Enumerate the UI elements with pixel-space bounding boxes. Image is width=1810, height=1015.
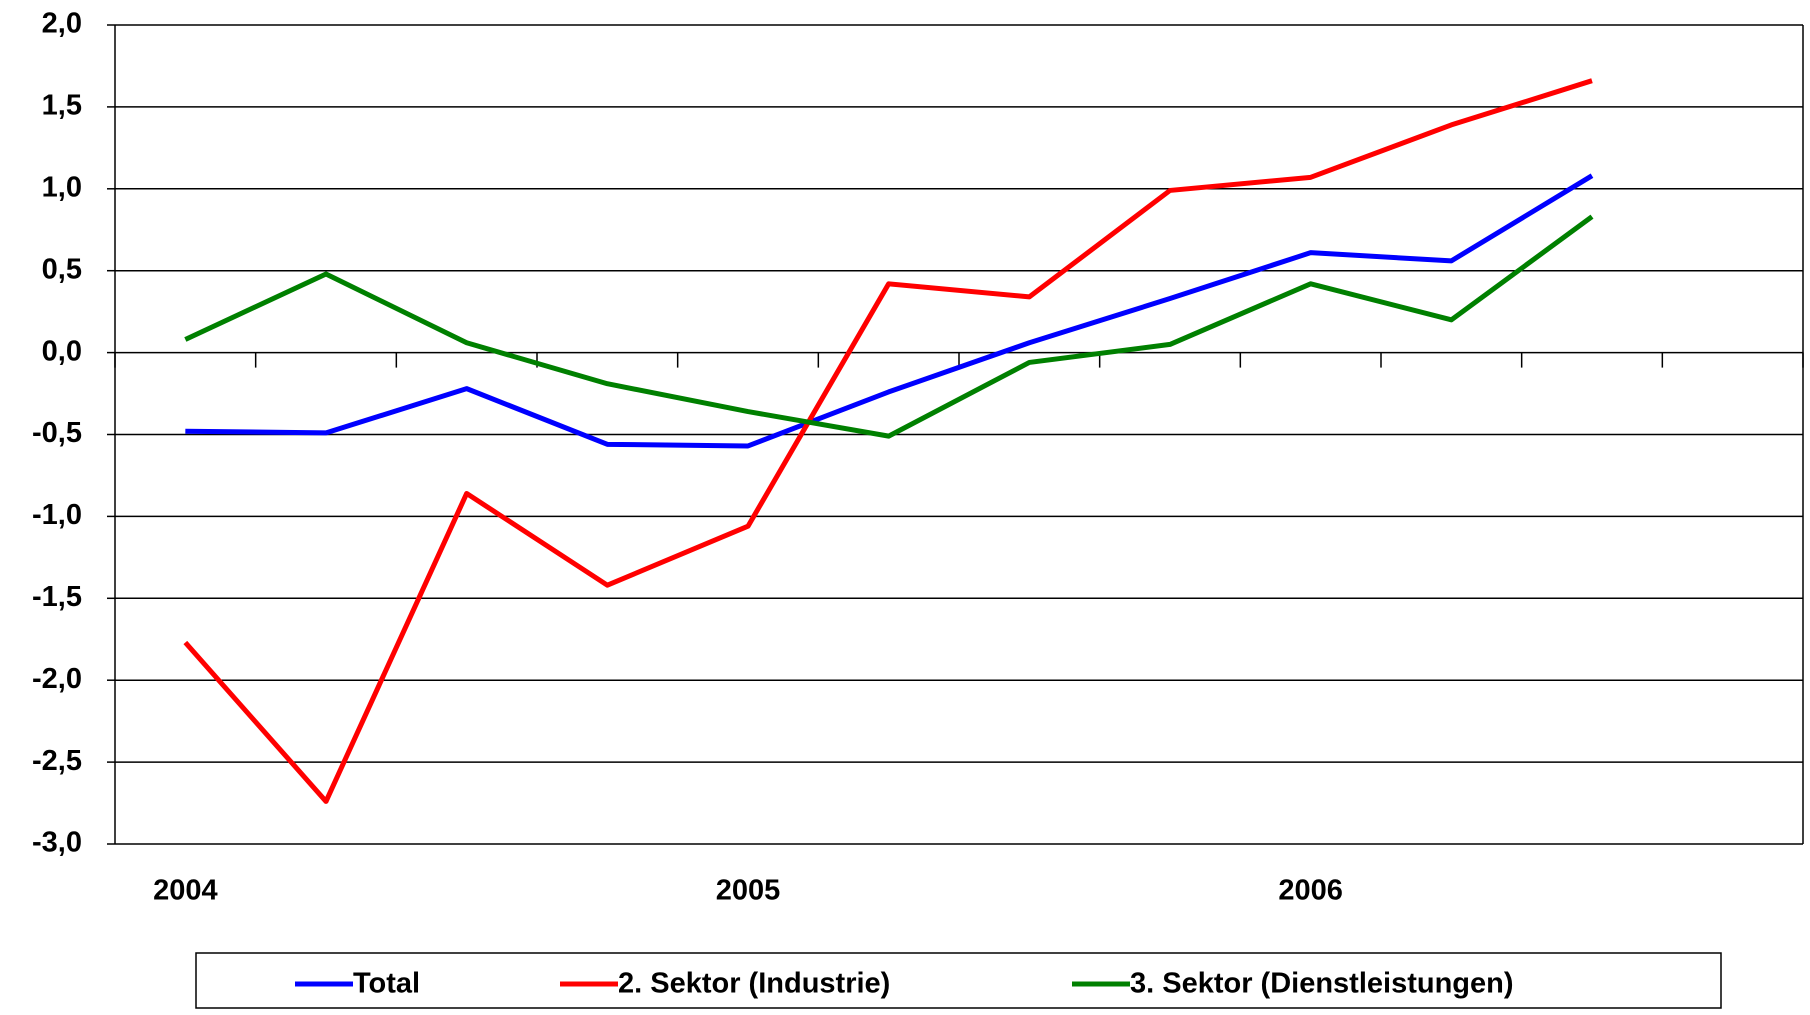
- y-tick-label: 1,5: [42, 90, 82, 122]
- series-line: [184, 214, 1594, 439]
- y-tick-label: -2,0: [32, 663, 82, 695]
- y-tick-label: -3,0: [32, 827, 82, 859]
- y-tick-label: 1,0: [42, 171, 82, 203]
- y-tick-label: -1,5: [32, 581, 82, 613]
- y-tick-label: -0,5: [32, 417, 82, 449]
- y-tick-label: 2,0: [42, 8, 82, 40]
- series-line: [185, 173, 1594, 449]
- x-tick-label: 2006: [1278, 875, 1343, 907]
- x-tick-label: 2004: [153, 875, 218, 907]
- y-tick-label: 0,0: [42, 335, 82, 367]
- legend-box: [195, 952, 1722, 1009]
- legend-label: Total: [353, 968, 420, 1000]
- legend-label: 3. Sektor (Dienstleistungen): [1130, 968, 1514, 1000]
- x-tick-label: 2005: [716, 875, 781, 907]
- series-line: [183, 78, 1593, 804]
- y-tick-label: -1,0: [32, 499, 82, 531]
- legend-label: 2. Sektor (Industrie): [618, 968, 890, 1000]
- y-tick-label: 0,5: [42, 253, 82, 285]
- y-tick-label: -2,5: [32, 745, 82, 777]
